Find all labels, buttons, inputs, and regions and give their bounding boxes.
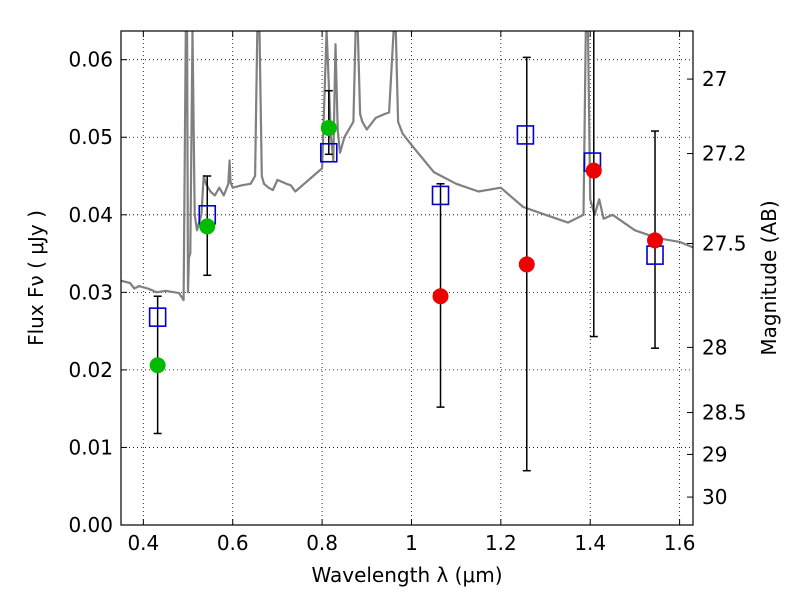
plot-frame (120, 30, 694, 526)
y2-tick-label: 29 (702, 442, 727, 466)
y2-tick-label: 30 (702, 485, 727, 509)
x-tick-label: 1.6 (664, 531, 696, 555)
x-tick-label: 0.6 (217, 531, 249, 555)
y-tick-label: 0.02 (68, 358, 113, 382)
data-markers (148, 119, 664, 374)
x-axis-title: Wavelength λ (μm) (311, 563, 502, 587)
x-tick-label: 0.4 (127, 531, 159, 555)
y-tick-label: 0.04 (68, 203, 113, 227)
model-square-marker (431, 185, 450, 206)
observed-point-marker (320, 119, 337, 136)
y-tick-label: 0.01 (68, 435, 113, 459)
y2-tick-label: 28 (702, 335, 727, 359)
plot-area (121, 31, 693, 302)
y-tick-label: 0.06 (68, 48, 113, 72)
x-axis-ticks: 0.4 0.6 0.8 1 1.2 1.4 1.6 (127, 31, 696, 555)
model-square-marker (319, 142, 338, 163)
observed-point-marker (518, 256, 535, 273)
x-tick-label: 0.8 (306, 531, 338, 555)
y2-tick-label: 27 (702, 67, 727, 91)
x-tick-label: 1 (405, 531, 418, 555)
observed-point-marker (585, 162, 602, 179)
y2-tick-label: 27.5 (702, 231, 747, 255)
y-tick-label: 0.03 (68, 280, 113, 304)
spectrum-line (121, 31, 693, 302)
y2-tick-label: 28.5 (702, 401, 747, 425)
plot-background (121, 31, 693, 525)
y2-axis-ticks: 27 27.2 27.5 28 28.5 29 30 (687, 67, 747, 509)
y2-tick-label: 27.2 (702, 142, 747, 166)
y-tick-label: 0.00 (68, 513, 113, 537)
model-square-marker (148, 307, 167, 327)
model-square-marker (516, 125, 535, 145)
observed-point-marker (647, 232, 664, 249)
observed-point-marker (432, 288, 449, 305)
observed-point-marker (199, 218, 216, 235)
y2-axis-title: Magnitude (AB) (757, 200, 781, 355)
x-tick-label: 1.2 (485, 531, 517, 555)
y-axis-title: Flux Fν ( μJy ) (24, 210, 48, 346)
y-axis-ticks: 0.00 0.01 0.02 0.03 0.04 0.05 0.06 (68, 48, 127, 537)
observed-point-marker (149, 357, 166, 374)
y-tick-label: 0.05 (68, 125, 113, 149)
x-tick-label: 1.4 (574, 531, 606, 555)
